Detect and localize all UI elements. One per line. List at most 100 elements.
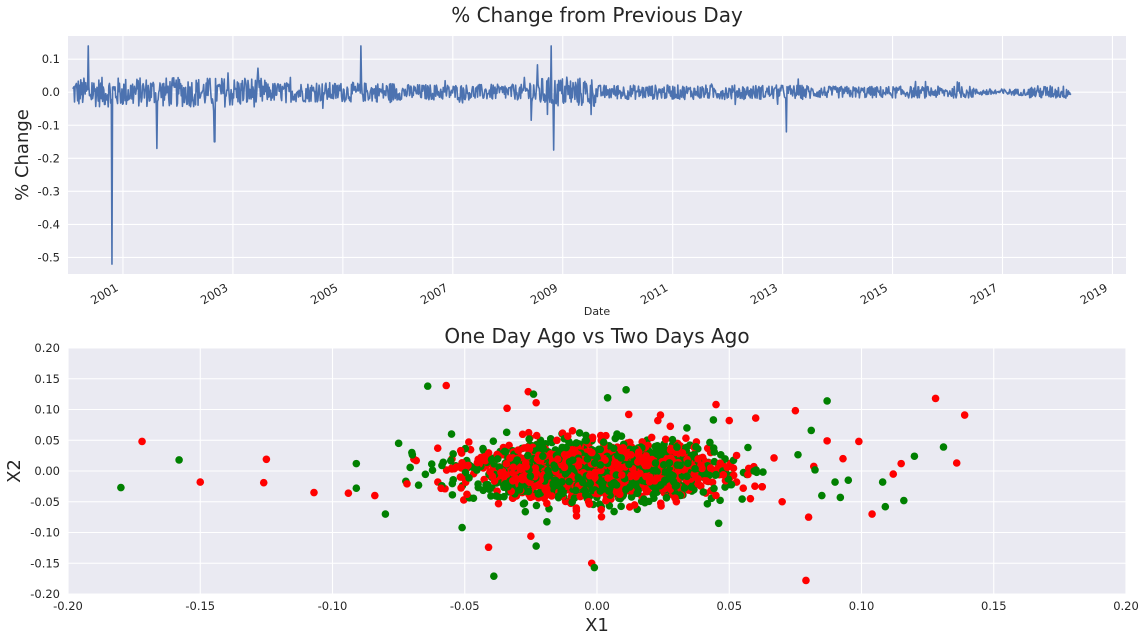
line-chart-y-tick-label: -0.1 [38,118,60,132]
scatter-point [449,476,458,484]
scatter-point [694,455,702,463]
scatter-point [649,449,657,458]
scatter-point [406,463,414,472]
scatter-point [504,482,512,491]
scatter-chart-title: One Day Ago vs Two Days Ago [444,324,749,348]
scatter-chart-x-tick-label: -0.20 [53,599,83,613]
scatter-point [617,502,625,511]
scatter-point [551,464,559,473]
scatter-point [560,463,569,472]
scatter-point [599,438,608,446]
scatter-point [651,487,660,496]
scatter-point [791,406,800,415]
scatter-point [952,459,961,467]
line-chart-grid [68,36,1126,274]
scatter-point [394,439,403,448]
scatter-point [442,381,451,390]
scatter-point [590,563,599,572]
scatter-point [421,470,430,479]
scatter-point [653,441,662,450]
scatter-point [609,444,618,453]
scatter-point [744,443,752,452]
scatter-point [572,439,581,447]
scatter-chart-y-tick-label: -0.20 [30,587,60,601]
scatter-point [818,491,826,500]
scatter-point [612,471,621,479]
scatter-point [668,435,677,444]
scatter-point [582,491,590,499]
scatter-point [516,464,524,473]
scatter-point [433,444,442,453]
scatter-point [616,463,625,472]
scatter-point [463,490,471,499]
scatter-point [627,451,635,459]
scatter-point [692,443,700,451]
scatter-point [473,458,482,467]
scatter-point [532,542,540,550]
scatter-point [807,426,816,435]
scatter-chart-grid [67,347,1127,595]
scatter-point [489,437,498,445]
scatter-point [603,394,612,402]
scatter-point [931,394,940,403]
scatter-point [551,476,560,485]
scatter-point [464,461,472,470]
scatter-point [500,447,509,456]
scatter-point [691,465,699,473]
scatter-point [604,474,612,482]
scatter-point [611,434,620,443]
scatter-chart-y-tick-label: -0.15 [30,556,60,570]
scatter-point [889,470,898,478]
scatter-point [650,466,658,475]
scatter-point [751,482,759,490]
scatter-point [598,480,607,488]
scatter-chart-y-tick-label: 0.05 [34,433,60,447]
scatter-point [672,497,681,506]
line-chart-x-tick-label: 2009 [528,280,560,307]
scatter-point [721,455,729,463]
scatter-point [522,462,531,471]
scatter-point [437,484,445,493]
scatter-chart-y-label: X2 [4,459,25,483]
scatter-point [836,493,845,502]
scatter-point [588,434,597,443]
scatter-point [521,507,530,516]
scatter-point [680,484,689,492]
scatter-point [408,448,416,457]
scatter-point [617,471,626,479]
scatter-point [642,487,651,496]
scatter-point [729,471,738,480]
scatter-point [371,491,379,500]
scatter-point [604,487,613,495]
line-chart-y-tick-label: 0.0 [42,85,60,99]
scatter-point [712,400,720,409]
line-chart-y-tick-label: -0.3 [38,184,60,198]
scatter-point [586,471,594,480]
scatter-point [262,455,271,464]
line-chart-y-label: % Change [12,109,33,201]
line-chart-x-tick-label: 2015 [858,280,890,307]
scatter-point [669,471,677,480]
scatter-chart-y-tick-label: 0.15 [34,372,60,386]
scatter-chart-y-tick-label: 0.10 [34,403,60,417]
scatter-point [524,451,532,460]
scatter-chart-x-tick-label: -0.05 [450,599,480,613]
scatter-point [450,464,459,473]
scatter-point [524,487,533,496]
scatter-point [739,484,748,493]
scatter-point [583,455,592,463]
scatter-point [659,461,668,469]
scatter-point [750,467,758,475]
scatter-point [811,466,819,474]
scatter-point [751,414,760,422]
scatter-point [586,479,595,488]
scatter-point [709,444,718,452]
line-chart-x-tick-label: 2017 [968,280,1000,307]
scatter-point [804,513,813,521]
scatter-point [617,446,626,455]
scatter-chart-series [117,381,969,585]
scatter-point [532,398,540,407]
scatter-point [878,478,887,486]
scatter-chart: 0.200.150.100.050.00-0.05-0.10-0.15-0.20… [4,324,1139,636]
scatter-point [678,449,687,457]
